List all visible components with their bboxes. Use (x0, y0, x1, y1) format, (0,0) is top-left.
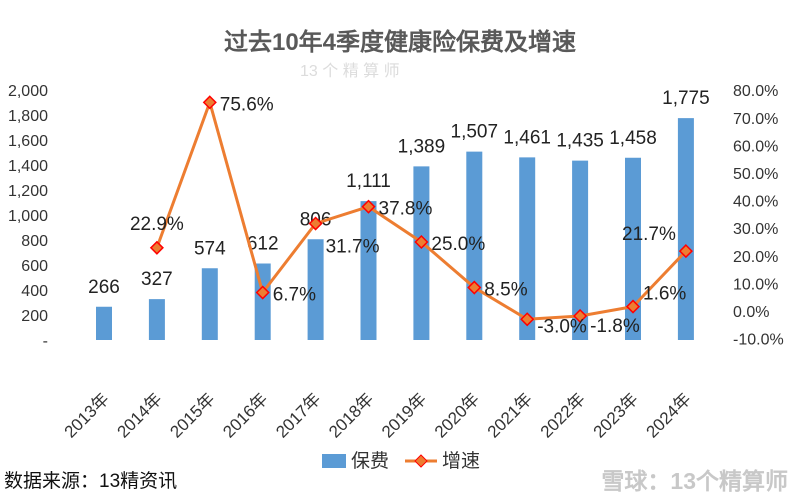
right-axis-tick: 70.0% (733, 111, 778, 128)
line-data-label: 21.7% (622, 224, 676, 245)
bar (96, 306, 112, 340)
x-axis-tick: 2021年 (484, 389, 536, 441)
bar-data-label: 1,775 (662, 88, 710, 109)
left-axis-tick: 1,600 (8, 133, 48, 150)
bar (466, 151, 483, 340)
legend-bar-label: 保费 (351, 450, 389, 472)
x-axis-tick: 2019年 (378, 389, 430, 441)
left-axis-tick: 200 (21, 308, 48, 325)
line-data-label: 31.7% (326, 237, 380, 258)
right-axis-tick: 0.0% (733, 304, 769, 321)
right-axis-tick: 20.0% (733, 249, 778, 266)
growth-marker (255, 285, 270, 300)
right-axis-tick: 50.0% (733, 166, 778, 183)
bar (572, 160, 589, 340)
left-axis-tick: 1,200 (8, 183, 48, 200)
bar-data-label: 1,389 (398, 136, 446, 157)
growth-marker (467, 280, 482, 295)
bar-data-label: 1,461 (503, 127, 551, 148)
bar (307, 239, 324, 340)
left-axis-tick: 1,000 (8, 208, 48, 225)
growth-marker (361, 199, 376, 214)
growth-marker (678, 244, 693, 259)
bar (677, 118, 694, 340)
growth-marker (414, 234, 429, 250)
growth-marker (625, 299, 641, 314)
growth-marker (520, 312, 535, 327)
bar-data-label: 1,435 (556, 131, 604, 152)
watermark-text: 13 个 精 算 师 (300, 61, 400, 80)
right-axis-tick: 60.0% (733, 138, 778, 155)
x-axis-tick: 2024年 (643, 389, 695, 441)
line-data-label: 1.6% (643, 284, 686, 305)
legend-line-label: 增速 (442, 450, 480, 472)
x-axis-tick: 2016年 (219, 389, 271, 441)
x-axis-tick: 2020年 (431, 389, 483, 441)
bar (360, 201, 377, 340)
right-axis-tick: 10.0% (733, 276, 778, 293)
bar (625, 157, 641, 340)
line-data-label: 37.8% (379, 199, 433, 220)
legend-line-marker (414, 454, 428, 468)
line-data-label: 25.0% (431, 234, 485, 255)
legend-bar-swatch (322, 454, 346, 468)
growth-marker (573, 308, 588, 324)
x-axis-tick: 2018年 (325, 389, 377, 441)
x-axis-tick: 2022年 (537, 389, 589, 441)
left-axis-tick: 1,800 (8, 108, 48, 125)
bar-data-label: 266 (88, 277, 120, 298)
line-data-label: 75.6% (220, 94, 274, 115)
right-axis-tick: 30.0% (733, 221, 778, 238)
left-axis-tick: 1,400 (8, 158, 48, 175)
left-axis-tick: 400 (21, 283, 48, 300)
x-axis-tick: 2017年 (272, 389, 324, 441)
growth-marker (308, 216, 323, 231)
line-data-label: 8.5% (484, 280, 527, 301)
bar-data-label: 1,458 (609, 128, 657, 149)
left-axis-tick: 2,000 (8, 83, 48, 100)
source-note: 数据来源：13精资讯 (4, 471, 178, 492)
left-axis-tick: 600 (21, 258, 48, 275)
left-axis-tick: 800 (21, 233, 48, 250)
brand-watermark: 雪球：13个精算师 (601, 468, 788, 494)
growth-marker (149, 240, 164, 255)
bar (413, 166, 430, 340)
right-axis-tick: 80.0% (733, 83, 778, 100)
line-data-label: 6.7% (273, 285, 316, 306)
bar-data-label: 574 (194, 238, 226, 259)
x-axis-tick: 2014年 (114, 389, 166, 441)
chart-title: 过去10年4季度健康险保费及增速 (223, 29, 577, 56)
line-data-label: -3.0% (537, 316, 587, 337)
bar-data-label: 612 (247, 234, 279, 255)
bar (201, 268, 218, 340)
x-axis-tick: 2015年 (166, 389, 218, 441)
bar (519, 157, 536, 340)
x-axis-tick: 2023年 (590, 389, 642, 441)
x-axis-tick: 2013年 (61, 389, 113, 441)
bar-data-label: 1,507 (451, 122, 499, 143)
growth-marker (202, 95, 217, 110)
left-axis-tick: - (43, 333, 48, 350)
bar (148, 299, 165, 340)
line-data-label: -1.8% (590, 316, 640, 337)
bar-data-label: 1,111 (346, 171, 391, 192)
right-axis-tick: -10.0% (733, 332, 784, 349)
line-data-label: 22.9% (130, 214, 184, 235)
bar-data-label: 327 (141, 269, 173, 290)
right-axis-tick: 40.0% (733, 194, 778, 211)
